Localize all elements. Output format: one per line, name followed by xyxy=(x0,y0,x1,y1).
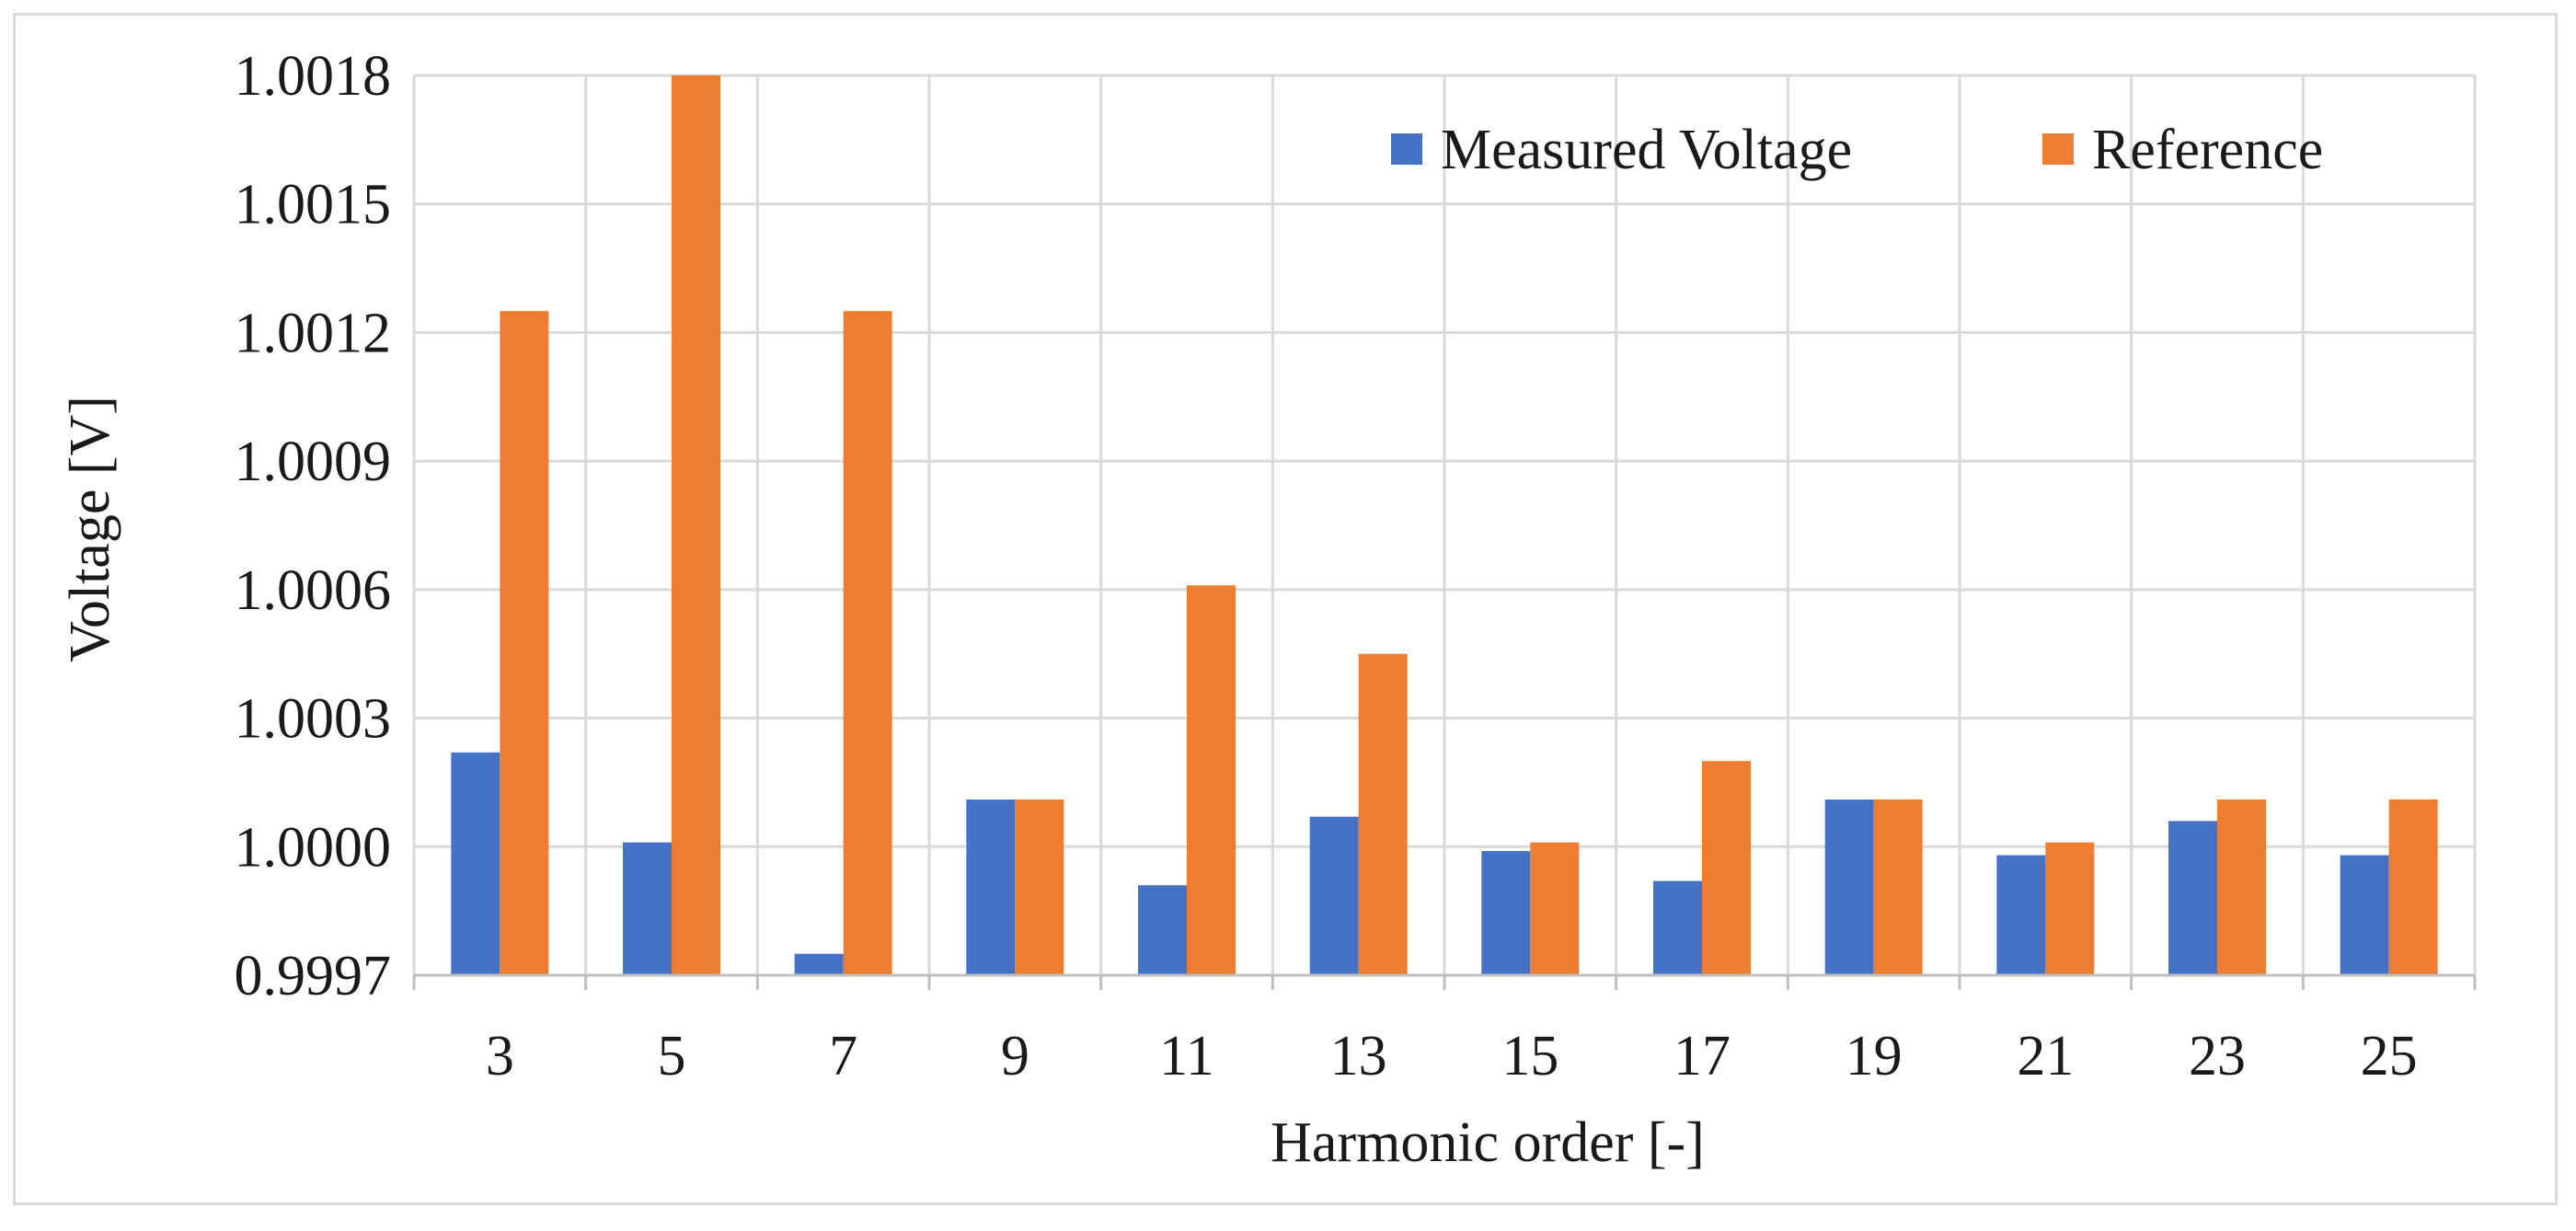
bar-reference-15 xyxy=(1530,842,1580,975)
y-tick-labels: 0.9997 1.0000 1.0003 1.0006 1.0009 1.0012 1.00… xyxy=(235,45,392,1007)
bar-reference-5 xyxy=(672,75,720,975)
bar-reference-13 xyxy=(1358,653,1408,975)
bar-measured-voltage-15 xyxy=(1481,850,1531,975)
x-tick-label: 25 xyxy=(2361,1025,2418,1087)
x-tick-label: 5 xyxy=(658,1025,686,1087)
x-axis-title: Harmonic order [-] xyxy=(1271,1111,1705,1174)
bar-measured-voltage-17 xyxy=(1653,880,1702,975)
bar-reference-3 xyxy=(500,311,549,976)
x-tick-label: 15 xyxy=(1501,1025,1558,1087)
x-tick-label: 17 xyxy=(1673,1025,1731,1087)
bar-reference-23 xyxy=(2217,800,2266,975)
bar-measured-voltage-19 xyxy=(1824,800,1874,975)
bar-measured-voltage-13 xyxy=(1309,816,1359,975)
y-tick-label: 1.0009 xyxy=(235,431,392,493)
bar-reference-7 xyxy=(843,311,892,976)
legend-label-reference: Reference xyxy=(2092,119,2323,181)
bar-reference-17 xyxy=(1702,761,1751,975)
x-tick-label: 23 xyxy=(2189,1025,2246,1087)
bar-measured-voltage-3 xyxy=(451,752,500,975)
legend-swatch-measured-voltage xyxy=(1391,133,1422,165)
y-tick-label: 1.0012 xyxy=(235,302,392,364)
gridlines xyxy=(412,74,2477,977)
y-tick-label: 1.0006 xyxy=(235,559,392,622)
bar-measured-voltage-5 xyxy=(623,842,672,975)
bar-measured-voltage-23 xyxy=(2168,821,2217,975)
y-tick-label: 1.0003 xyxy=(235,688,392,751)
bar-measured-voltage-9 xyxy=(966,800,1016,975)
bar-reference-25 xyxy=(2388,800,2438,975)
x-tick-label: 11 xyxy=(1159,1025,1214,1087)
x-tick-labels: 3 5 7 9 11 13 15 17 19 21 23 25 xyxy=(486,1025,2418,1087)
bar-reference-9 xyxy=(1015,800,1064,975)
y-tick-label: 1.0015 xyxy=(235,174,392,236)
legend: Measured Voltage Reference xyxy=(1391,119,2323,181)
bar-reference-21 xyxy=(2045,842,2095,975)
y-tick-label: 1.0018 xyxy=(235,45,392,108)
axes xyxy=(412,973,2477,990)
x-tick-label: 21 xyxy=(2017,1025,2074,1087)
chart-frame xyxy=(13,13,2558,1205)
bar-measured-voltage-21 xyxy=(1996,855,2046,975)
x-tick-label: 19 xyxy=(1846,1025,1903,1087)
bar-measured-voltage-25 xyxy=(2340,855,2389,975)
bar-measured-voltage-11 xyxy=(1138,885,1187,975)
y-tick-label: 0.9997 xyxy=(235,945,392,1007)
bars xyxy=(451,75,2438,976)
y-axis-title: Voltage [V] xyxy=(59,396,121,662)
legend-label-measured-voltage: Measured Voltage xyxy=(1441,119,1852,181)
legend-swatch-reference xyxy=(2042,133,2074,165)
x-tick-label: 3 xyxy=(486,1025,514,1087)
x-tick-label: 7 xyxy=(829,1025,857,1087)
y-tick-label: 1.0000 xyxy=(235,816,392,879)
bar-reference-19 xyxy=(1873,800,1923,975)
bar-measured-voltage-7 xyxy=(794,953,844,975)
x-tick-label: 13 xyxy=(1330,1025,1387,1087)
bar-reference-11 xyxy=(1187,585,1236,975)
x-tick-label: 9 xyxy=(1001,1025,1029,1087)
